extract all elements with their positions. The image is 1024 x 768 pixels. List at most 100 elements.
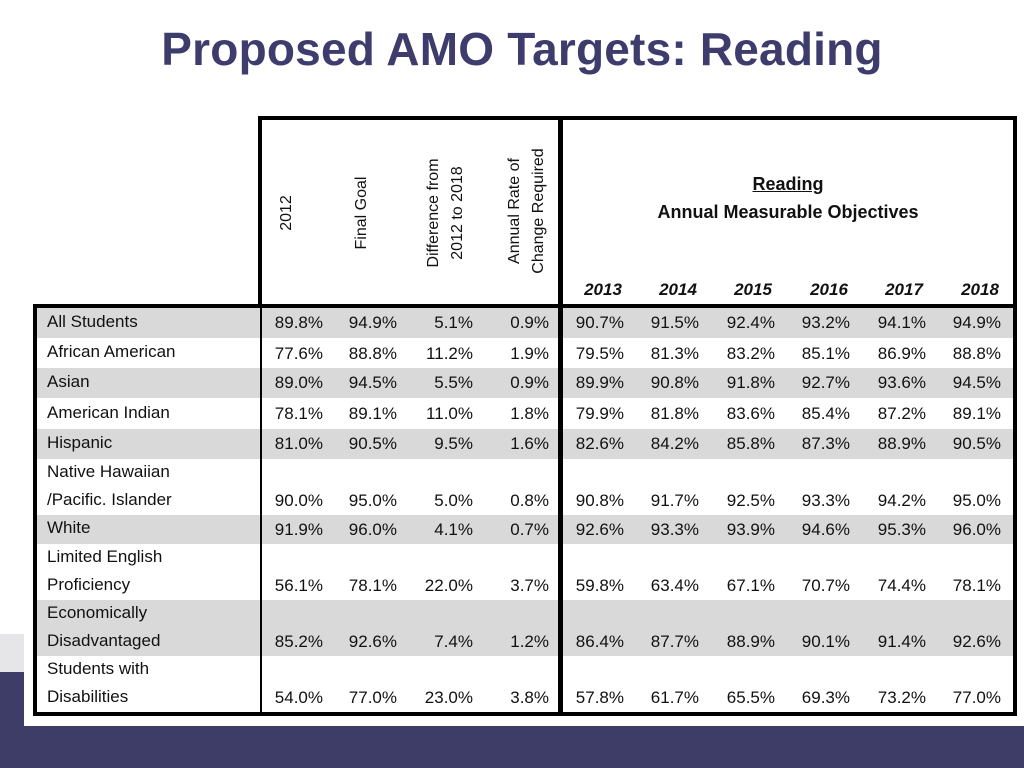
- row-value: 89.9%: [575, 373, 624, 392]
- row-value: 83.6%: [726, 404, 775, 423]
- row-value: 92.5%: [726, 491, 775, 510]
- row-value: 84.2%: [650, 434, 699, 453]
- table-row: Native Hawaiian/Pacific. Islander 90.0% 95…: [37, 459, 1013, 515]
- row-value: 88.8%: [952, 343, 1001, 363]
- row-value: 95.0%: [348, 491, 397, 510]
- row-value: 89.0%: [274, 373, 323, 392]
- row-value: 59.8%: [575, 576, 624, 595]
- row-value: 90.5%: [952, 434, 1001, 453]
- row-value: 85.4%: [801, 404, 850, 423]
- year-header-2015: 2015: [734, 280, 772, 299]
- row-label: African American: [47, 342, 176, 361]
- year-header-2013: 2013: [584, 280, 622, 299]
- row-value: 67.1%: [726, 576, 775, 595]
- row-value: 88.9%: [877, 434, 926, 453]
- table-row: All Students 89.8% 94.9% 5.1% 0.9% 90.7% 91.5%…: [37, 308, 1013, 338]
- row-value: 94.9%: [348, 313, 397, 332]
- row-value: 92.6%: [952, 632, 1001, 651]
- row-value: 11.0%: [426, 404, 473, 423]
- row-value: 87.7%: [650, 632, 699, 651]
- row-value: 0.8%: [510, 491, 549, 510]
- table-row: Asian 89.0% 94.5% 5.5% 0.9% 89.9% 90.8% 91.8% 92…: [37, 368, 1013, 398]
- table-row: Hispanic 81.0% 90.5% 9.5% 1.6% 82.6% 84.2% 85.8…: [37, 429, 1013, 459]
- row-value: 22.0%: [424, 576, 473, 595]
- row-value: 85.8%: [726, 434, 775, 453]
- header-reading-title: Reading Annual Measurable Objectives: [562, 170, 1014, 226]
- row-value: 1.2%: [510, 632, 549, 651]
- row-label: Limited English: [47, 547, 163, 566]
- row-value: 93.2%: [801, 313, 850, 332]
- row-label: Economically: [47, 603, 148, 622]
- row-value: 93.6%: [877, 373, 926, 392]
- row-value: 65.5%: [726, 688, 775, 707]
- row-value: 94.5%: [952, 373, 1001, 392]
- header-difference-line2: 2012 to 2018: [449, 166, 466, 260]
- amo-label: Annual Measurable Objectives: [657, 202, 919, 222]
- row-value: 89.1%: [348, 404, 397, 423]
- row-value: 81.0%: [274, 434, 323, 453]
- row-value: 90.7%: [575, 313, 624, 332]
- row-value: 88.8%: [348, 343, 397, 363]
- reading-label: Reading: [752, 174, 824, 194]
- row-value: 61.7%: [650, 688, 699, 707]
- row-label: Students with: [47, 659, 150, 678]
- row-label: Asian: [47, 371, 90, 391]
- year-header-2017: 2017: [885, 280, 923, 299]
- header-final-goal: Final Goal: [353, 176, 370, 250]
- slide-title: Proposed AMO Targets: Reading: [161, 23, 883, 75]
- row-value: 5.1%: [434, 313, 473, 332]
- header-rate-line2: Change Required: [530, 148, 547, 274]
- row-value: 93.3%: [801, 491, 850, 510]
- row-value: 93.3%: [650, 519, 699, 539]
- row-value: 23.0%: [424, 688, 473, 707]
- header-rate-line1: Annual Rate of: [506, 158, 523, 264]
- row-value: 90.8%: [650, 373, 699, 392]
- row-label: White: [47, 518, 91, 537]
- row-value: 77.6%: [274, 343, 323, 363]
- row-value: 90.8%: [575, 491, 624, 510]
- row-value: 63.4%: [650, 576, 699, 595]
- row-value: 95.3%: [877, 519, 926, 539]
- row-value: 56.1%: [274, 576, 323, 595]
- row-value: 92.7%: [801, 373, 850, 392]
- data-table-border: [33, 304, 1017, 716]
- data-table-divider: [558, 304, 563, 716]
- table-row: Students with Disabilities 54.0% 77.0% 23.0%…: [37, 656, 1013, 712]
- row-value: 3.7%: [510, 576, 549, 595]
- row-value: 1.8%: [510, 404, 549, 423]
- row-value: 95.0%: [952, 491, 1001, 510]
- row-value: 1.9%: [510, 343, 549, 363]
- label-column-divider: [260, 304, 262, 716]
- row-value: 78.1%: [952, 576, 1001, 595]
- row-value: 91.5%: [650, 313, 699, 332]
- row-value: 96.0%: [952, 519, 1001, 539]
- table-row: African American 77.6% 88.8% 11.2% 1.9% 79.5%…: [37, 339, 1013, 368]
- year-header-2016: 2016: [810, 280, 848, 299]
- row-value: 90.1%: [801, 632, 850, 651]
- row-value: 0.9%: [510, 373, 549, 392]
- table-row: American Indian 78.1% 89.1% 11.0% 1.8% 79.9% 8…: [37, 399, 1013, 429]
- row-value: 0.7%: [510, 519, 549, 539]
- row-value: 94.5%: [348, 373, 397, 392]
- row-value: 83.2%: [726, 343, 775, 363]
- row-value: 57.8%: [575, 688, 624, 707]
- row-value: 87.3%: [801, 434, 850, 453]
- row-value: 87.2%: [877, 404, 926, 423]
- row-value: 94.6%: [801, 519, 850, 539]
- decorative-light-block: [0, 634, 24, 674]
- row-label: Proficiency: [47, 575, 131, 594]
- row-value: 90.5%: [348, 434, 397, 453]
- table-row: Economically Disadvantaged 85.2% 92.6% 7.4% 1…: [37, 600, 1013, 656]
- row-value: 90.0%: [274, 491, 323, 510]
- row-value: 91.9%: [274, 519, 323, 539]
- year-header-2018: 2018: [961, 280, 999, 299]
- row-value: 91.7%: [650, 491, 699, 510]
- row-value: 1.6%: [510, 434, 549, 453]
- row-value: 3.8%: [510, 688, 549, 707]
- row-value: 89.8%: [274, 313, 323, 332]
- row-value: 94.1%: [877, 313, 926, 332]
- row-value: 7.4%: [434, 632, 473, 651]
- row-value: 91.4%: [877, 632, 926, 651]
- row-value: 78.1%: [274, 404, 323, 423]
- row-value: 78.1%: [348, 576, 397, 595]
